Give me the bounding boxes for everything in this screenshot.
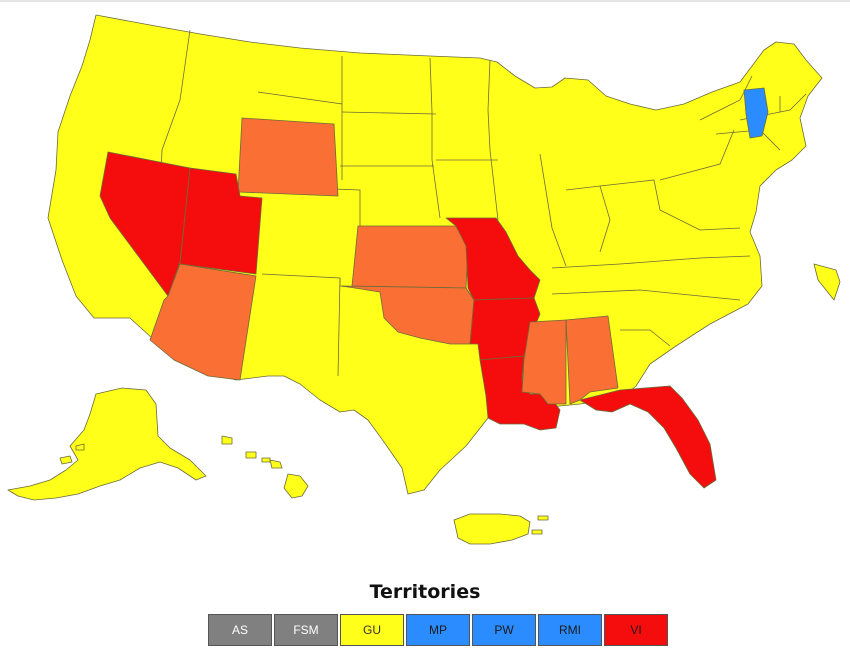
louisiana[interactable] — [479, 355, 561, 431]
legend-item-vi[interactable]: VI — [604, 614, 668, 646]
hawaii-oahu[interactable] — [245, 451, 257, 459]
us-states-map — [7, 14, 841, 545]
legend-item-rmi[interactable]: RMI — [538, 614, 602, 646]
hawaii-big-island[interactable] — [283, 473, 309, 499]
delmarva-island[interactable] — [813, 263, 841, 301]
oklahoma[interactable] — [341, 285, 475, 345]
legend-item-pw[interactable]: PW — [472, 614, 536, 646]
virgin-islands[interactable] — [531, 515, 549, 535]
hawaii-maui[interactable] — [269, 459, 283, 469]
mississippi[interactable] — [521, 319, 567, 405]
legend-item-gu[interactable]: GU — [340, 614, 404, 646]
legend-item-as[interactable]: AS — [208, 614, 272, 646]
territories-legend: Territories AS FSM GU MP PW RMI VI — [0, 578, 850, 646]
alabama[interactable] — [565, 315, 619, 405]
missouri[interactable] — [445, 217, 541, 301]
top-rule — [0, 0, 850, 2]
arizona[interactable] — [149, 263, 257, 381]
legend-item-fsm[interactable]: FSM — [274, 614, 338, 646]
puerto-rico[interactable] — [453, 513, 531, 545]
legend-title: Territories — [369, 581, 481, 603]
state-borders — [159, 29, 807, 377]
alaska-islands[interactable] — [59, 443, 85, 465]
legend-row: AS FSM GU MP PW RMI VI — [208, 614, 670, 646]
legend-item-mp[interactable]: MP — [406, 614, 470, 646]
florida[interactable] — [579, 385, 717, 489]
vermont[interactable] — [743, 87, 769, 139]
hawaii-kauai[interactable] — [221, 435, 233, 445]
hawaii-molokai[interactable] — [261, 457, 271, 463]
wyoming[interactable] — [237, 117, 339, 197]
kansas[interactable] — [351, 225, 469, 289]
alaska[interactable] — [7, 387, 207, 501]
